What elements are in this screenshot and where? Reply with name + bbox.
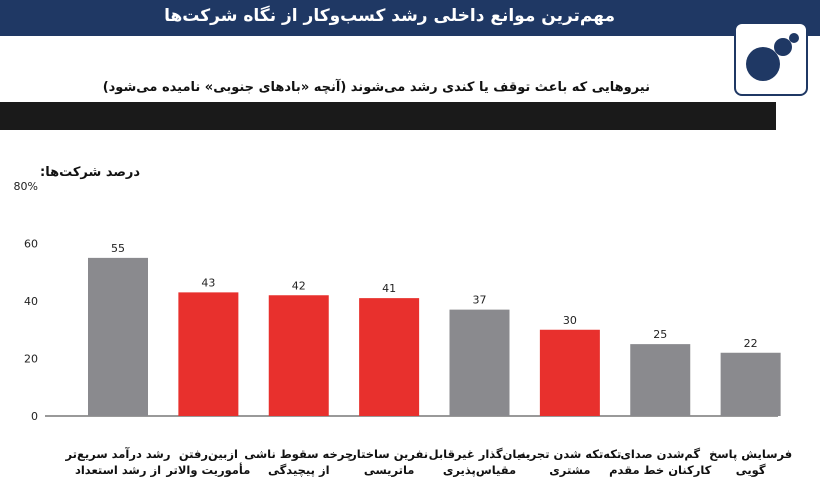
category-label: نفرین ساختار ماتریسی <box>350 447 429 477</box>
page-title: مهم‌ترین موانع داخلی رشد کسب‌وکار از نگا… <box>164 6 615 26</box>
category-label: ازبین‌رفتن مأموریت والاتر <box>166 447 251 477</box>
bar <box>88 257 148 416</box>
bar-value-label: 22 <box>744 337 758 350</box>
bar-value-label: 37 <box>473 294 487 307</box>
logo-circles-icon <box>746 33 799 81</box>
category-label: گم‌شدن صدای کارکنان خط مقدم <box>609 447 712 477</box>
bar <box>720 352 781 416</box>
category-label: رشد درآمد سریع‌تر از رشد استعداد <box>65 447 171 477</box>
category-label: تکه‌تکه شدن تجربه مشتری <box>518 447 622 477</box>
y-tick-label: 0 <box>31 410 38 423</box>
bar <box>539 329 600 416</box>
bar <box>359 298 420 416</box>
category-label: فرسایش پاسخ گویی <box>709 447 793 477</box>
y-tick-label: 60 <box>24 238 38 251</box>
bar-value-label: 55 <box>111 242 125 255</box>
y-tick-label: 80% <box>14 180 38 193</box>
bar <box>630 344 691 416</box>
bar-value-label: 25 <box>653 328 667 341</box>
bar <box>268 295 329 416</box>
bar <box>449 309 510 416</box>
bar-value-label: 42 <box>292 279 306 292</box>
category-label: چرخه سقوط ناشی از پیچیدگی <box>244 447 354 477</box>
y-tick-label: 20 <box>24 353 38 366</box>
title-band <box>0 102 776 130</box>
bar-value-label: 43 <box>201 276 215 289</box>
bar <box>178 292 239 416</box>
chart-title: نیروهایی که باعث توقف یا کندی رشد می‌شون… <box>102 80 650 95</box>
y-tick-label: 40 <box>24 295 38 308</box>
y-axis-label: درصد شرکت‌ها: <box>40 165 141 180</box>
logo <box>734 22 808 96</box>
category-label: بنیان‌گذار غیرقابل مقیاس‌پذیری <box>428 447 531 477</box>
header-bar: مهم‌ترین موانع داخلی رشد کسب‌وکار از نگا… <box>0 0 820 36</box>
bar-value-label: 30 <box>563 314 577 327</box>
bar-value-label: 41 <box>382 282 396 295</box>
